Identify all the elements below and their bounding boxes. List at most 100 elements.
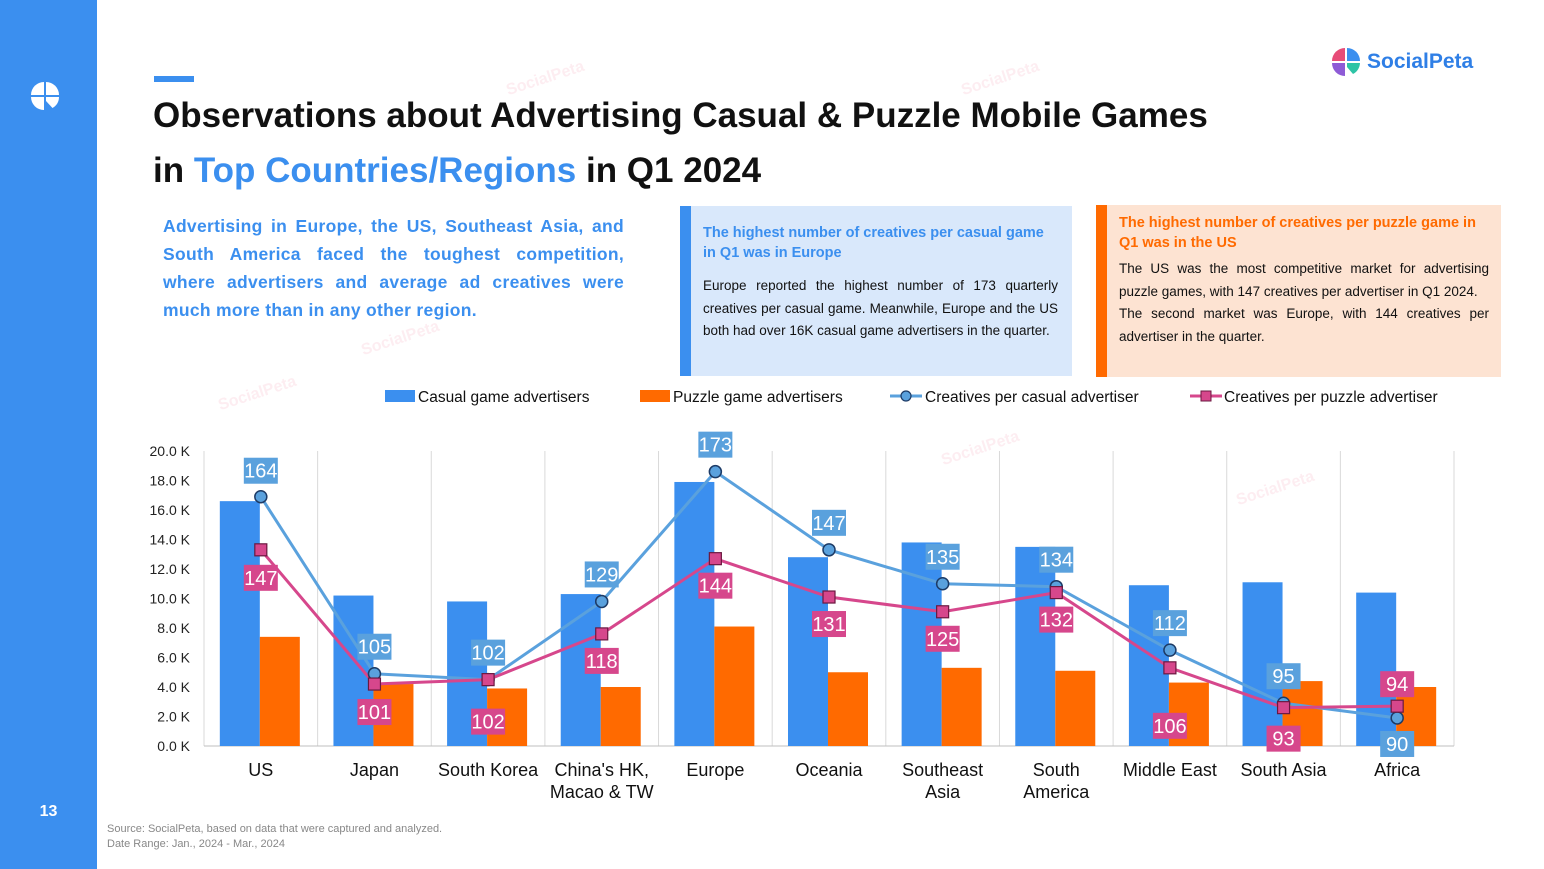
brand-logo: SocialPeta [1331, 47, 1473, 77]
bar-puzzle-0 [259, 636, 300, 746]
sidebar: 13 [0, 0, 97, 869]
label-puzzle-7: 132 [1040, 610, 1073, 632]
title-line-2: in Top Countries/Regions in Q1 2024 [153, 143, 1353, 198]
puzzle-insight-box: The highest number of creatives per puzz… [1096, 205, 1501, 377]
label-puzzle-3-bg [584, 647, 619, 674]
y-tick-label: 4.0 K [157, 679, 190, 695]
legend-puzzle-line-label: Creatives per puzzle advertiser [1224, 389, 1438, 406]
label-casual-9-bg [1266, 663, 1301, 690]
point-puzzle-10 [1390, 699, 1404, 713]
casual-insight-box: The highest number of creatives per casu… [680, 206, 1072, 376]
point-puzzle-5 [822, 590, 836, 604]
label-puzzle-6-bg [925, 625, 960, 652]
x-tick-label: Oceania [795, 760, 863, 780]
puzzle-insight-body-2: The second market was Europe, with 144 c… [1119, 306, 1489, 344]
legend-puzzle-bar-label: Puzzle game advertisers [673, 389, 843, 406]
label-puzzle-1: 101 [358, 702, 391, 724]
page-title: Observations about Advertising Casual & … [153, 88, 1353, 198]
point-casual-8 [1163, 643, 1177, 657]
label-puzzle-0: 147 [244, 568, 277, 590]
label-puzzle-10-bg [1380, 671, 1415, 698]
casual-insight-title: The highest number of creatives per casu… [703, 225, 1044, 261]
label-casual-3-bg [584, 561, 619, 588]
legend-casual-bar-swatch [385, 390, 415, 402]
x-tick-label: South Korea [438, 760, 539, 780]
point-casual-4 [708, 464, 723, 479]
source-line-1: Source: SocialPeta, based on data that w… [107, 823, 443, 835]
title-line-2-pre: in [153, 151, 185, 190]
label-casual-7: 134 [1040, 550, 1073, 572]
bar-puzzle-4 [714, 626, 755, 746]
point-puzzle-3 [595, 627, 609, 641]
x-tick-label: US [248, 760, 273, 780]
y-tick-label: 18.0 K [150, 473, 191, 489]
label-puzzle-9: 93 [1272, 729, 1294, 751]
label-casual-1-bg [357, 633, 392, 660]
y-tick-label: 2.0 K [157, 709, 190, 725]
point-casual-5 [822, 543, 836, 557]
label-puzzle-2: 102 [471, 712, 504, 734]
bar-casual-10 [1356, 592, 1397, 746]
intro-text: Advertising in Europe, the US, Southeast… [163, 216, 624, 320]
bar-casual-7 [1015, 546, 1056, 746]
x-tick-label: Africa [1374, 760, 1421, 780]
source-note: Source: SocialPeta, based on data that w… [107, 822, 442, 852]
label-casual-6-bg [925, 543, 960, 570]
bar-puzzle-7 [1055, 670, 1096, 746]
label-puzzle-10: 94 [1386, 674, 1408, 696]
y-tick-label: 12.0 K [150, 561, 191, 577]
title-highlight: Top Countries/Regions [193, 151, 577, 190]
label-puzzle-3: 118 [586, 651, 618, 673]
x-tick-label: South Asia [1241, 760, 1328, 780]
point-puzzle-1 [367, 677, 382, 691]
y-tick-label: 20.0 K [150, 443, 191, 459]
point-puzzle-8 [1163, 661, 1177, 675]
puzzle-insight-title: The highest number of creatives per puzz… [1119, 215, 1476, 251]
label-casual-8: 112 [1154, 613, 1186, 635]
label-puzzle-8: 106 [1153, 716, 1186, 738]
puzzle-insight-body-1: The US was the most competitive market f… [1119, 261, 1489, 299]
casual-insight-body: Europe reported the highest number of 17… [703, 278, 1058, 338]
brand-icon [1332, 48, 1360, 76]
legend-puzzle-bar-swatch [640, 390, 670, 402]
label-casual-4: 173 [699, 435, 732, 457]
label-casual-2: 102 [471, 643, 504, 665]
label-casual-8-bg [1152, 610, 1187, 637]
brand-name: SocialPeta [1367, 50, 1474, 73]
point-casual-0 [254, 489, 268, 504]
title-line-1: Observations about Advertising Casual & … [153, 96, 1208, 135]
y-tick-label: 0.0 K [157, 738, 190, 754]
logo-icon [31, 82, 59, 110]
legend-puzzle-line-marker [1200, 390, 1212, 402]
x-tick-label: Europe [686, 760, 744, 780]
x-tick-label: America [1023, 782, 1090, 802]
point-puzzle-7 [1049, 585, 1063, 600]
y-tick-label: 6.0 K [157, 650, 190, 666]
point-puzzle-6 [936, 605, 950, 619]
point-casual-3 [594, 594, 609, 609]
label-puzzle-9-bg [1266, 725, 1301, 752]
bar-casual-0 [219, 501, 260, 746]
bar-puzzle-5 [828, 672, 868, 746]
label-casual-4-bg [698, 431, 733, 458]
label-casual-6: 135 [926, 547, 959, 569]
bar-puzzle-3 [600, 687, 641, 746]
legend-casual-bar-label: Casual game advertisers [418, 389, 590, 406]
label-puzzle-5: 131 [812, 614, 845, 636]
point-casual-6 [935, 577, 950, 591]
label-casual-9: 95 [1272, 666, 1294, 688]
bar-casual-4 [674, 481, 715, 746]
title-accent-bar [154, 76, 194, 82]
point-puzzle-9 [1276, 701, 1291, 715]
legend-casual-line-marker [900, 390, 912, 402]
label-puzzle-4-bg [698, 572, 733, 599]
point-puzzle-2 [481, 673, 495, 687]
label-puzzle-4: 144 [699, 576, 732, 598]
label-puzzle-0-bg [243, 564, 278, 591]
page-number: 13 [39, 803, 58, 820]
y-tick-label: 8.0 K [157, 620, 190, 636]
label-casual-10-bg [1380, 730, 1415, 757]
x-tick-label: Macao & TW [550, 782, 654, 802]
label-casual-5: 147 [812, 513, 845, 535]
